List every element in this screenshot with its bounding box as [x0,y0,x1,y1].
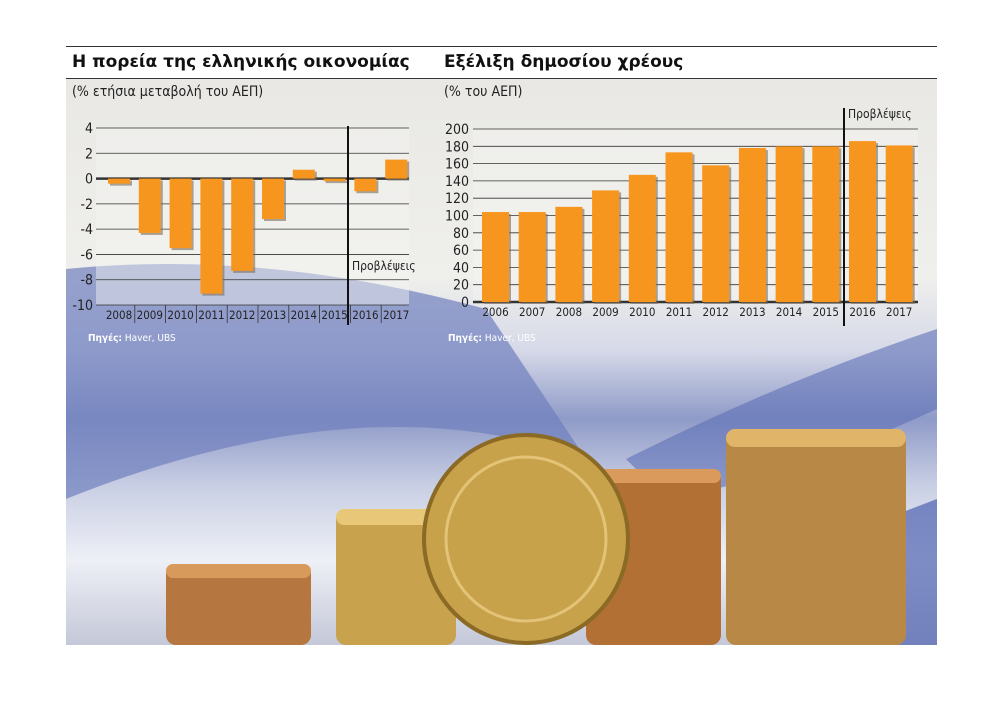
left-chart-title: Η πορεία της ελληνικής οικονομίας [72,52,410,72]
y-tick-label: 0 [461,295,469,311]
x-tick-label: 2017 [383,308,409,322]
x-tick-label: 2010 [629,305,655,319]
bar-2016 [354,178,377,192]
bar-2016 [849,141,876,302]
x-tick-label: 2012 [229,308,255,322]
left-chart-subtitle: (% ετήσια μεταβολή του ΑΕΠ) [72,84,264,100]
y-tick-label: 160 [445,157,469,173]
y-tick-label: 4 [85,121,93,137]
bar-2017 [885,145,913,302]
bar-2009 [138,178,161,233]
x-tick-label: 2008 [106,308,132,322]
y-tick-label: 140 [445,174,469,190]
right-source: Πηγές: Haver, UBS [448,333,536,344]
x-tick-label: 2014 [291,308,317,322]
x-tick-label: 2010 [167,308,193,322]
bar-2011 [665,152,693,302]
y-tick-label: -8 [80,273,93,289]
header-rule [66,78,937,79]
x-tick-label: 2011 [198,308,224,322]
y-tick-label: 120 [445,191,469,207]
y-tick-label: 0 [85,172,93,188]
x-tick-label: 2012 [703,305,729,319]
top-rule [66,46,937,47]
x-tick-label: 2016 [849,305,875,319]
x-tick-label: 2014 [776,305,802,319]
y-tick-label: 60 [453,243,469,259]
right-chart-title: Εξέλιξη δημοσίου χρέους [444,52,684,72]
bar-2015 [323,178,346,182]
y-tick-label: -2 [80,197,93,213]
bar-2012 [231,178,254,271]
bar-shadow [325,180,348,184]
y-tick-label: -10 [72,298,93,314]
bar-2006 [482,212,509,302]
y-tick-label: 180 [445,139,469,155]
right-chart-subtitle: (% του ΑΕΠ) [444,84,523,100]
x-tick-label: 2016 [352,308,378,322]
coin-stacks [166,429,906,645]
bar-2014 [775,146,803,302]
bar-2011 [200,178,223,294]
x-tick-label: 2013 [739,305,765,319]
bar-2017 [385,159,408,179]
y-tick-label: 2 [85,146,93,162]
x-tick-label: 2007 [519,305,545,319]
x-tick-label: 2006 [482,305,508,319]
bar-2009 [592,190,620,302]
x-tick-label: 2008 [556,305,582,319]
y-tick-label: 80 [453,226,469,242]
bar-2007 [518,212,546,302]
bar-2010 [628,174,656,302]
bar-2012 [702,165,730,302]
x-tick-label: 2013 [260,308,286,322]
x-tick-label: 2017 [886,305,912,319]
x-tick-label: 2009 [137,308,163,322]
bar-2008 [555,206,583,302]
forecast-label: Προβλέψεις [352,259,416,273]
y-tick-label: 100 [445,209,469,225]
y-tick-label: 200 [445,122,469,138]
x-tick-label: 2011 [666,305,692,319]
x-tick-label: 2015 [813,305,839,319]
left-source: Πηγές: Haver, UBS [88,333,176,344]
bar-2008 [108,178,130,184]
coins-photo [66,264,937,645]
bar-2013 [738,148,766,302]
y-tick-label: 40 [453,260,469,276]
y-tick-label: -6 [80,247,93,263]
y-tick-label: 20 [453,278,469,294]
y-tick-label: -4 [80,222,93,238]
bar-2010 [169,178,192,249]
bar-2014 [292,169,315,179]
forecast-label: Προβλέψεις [848,107,912,121]
x-tick-label: 2009 [592,305,618,319]
bar-2015 [812,146,840,302]
x-tick-label: 2015 [321,308,347,322]
bar-2013 [262,178,284,220]
